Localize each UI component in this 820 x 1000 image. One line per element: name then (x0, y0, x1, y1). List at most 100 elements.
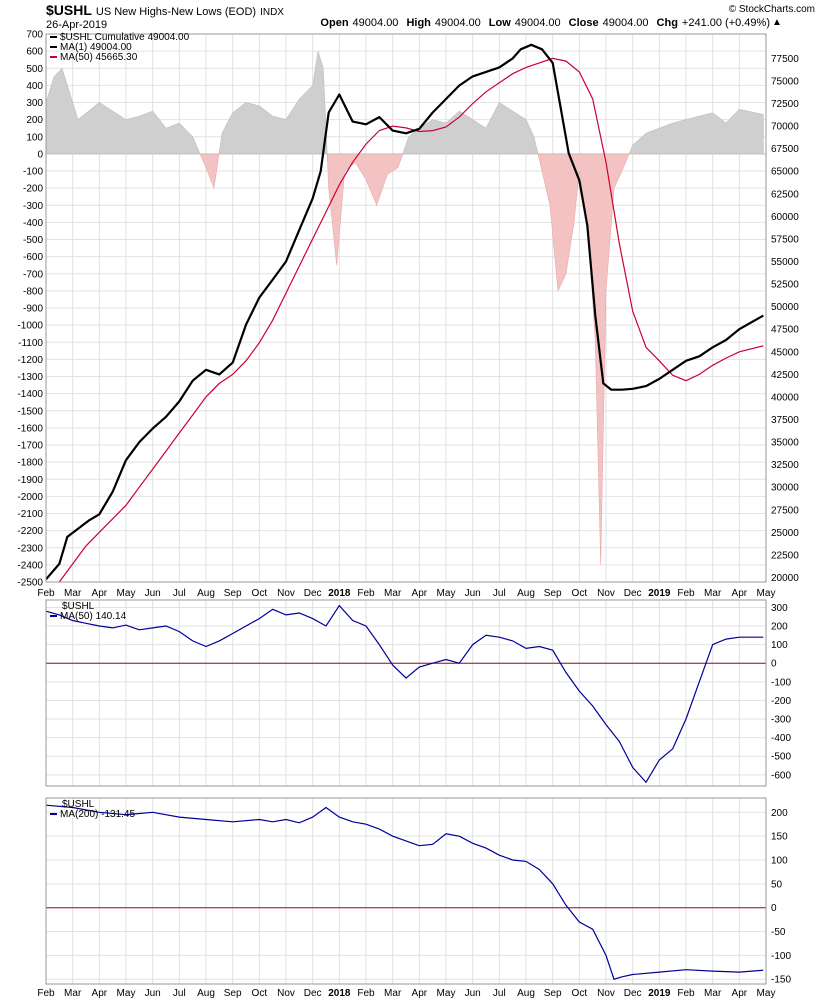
ma200-panel-lines (45, 804, 766, 980)
left-tick-label: -400 (23, 218, 43, 229)
x-tick-2019: 2019 (648, 588, 671, 599)
right-tick-label: -300 (771, 715, 791, 726)
ma200-panel-grid (45, 798, 767, 984)
legend-entry-2: MA(50) 45665.30 (60, 52, 138, 63)
right-tick-label: 200 (771, 622, 788, 633)
ma50-panel-axes: 300 200 100 0 -100 -200 -300 -400 -500 -600 (45, 599, 791, 787)
exchange-label: INDX (260, 7, 284, 18)
right-tick-label: -600 (771, 770, 791, 781)
x-tick-apr: Apr (732, 588, 748, 599)
x-tick-jul: Jul (493, 588, 506, 599)
right-tick-label: 27500 (771, 505, 799, 516)
x-tick-oct: Oct (252, 588, 268, 599)
x-tick-mar: Mar (64, 588, 82, 599)
right-tick-label: -500 (771, 752, 791, 763)
right-tick-label: 150 (771, 832, 788, 843)
right-tick-label: -100 (771, 677, 791, 688)
x-tick-apr: Apr (732, 988, 748, 999)
cumulative-line (45, 43, 764, 581)
right-tick-label: 100 (771, 640, 788, 651)
x-tick-dec: Dec (304, 988, 322, 999)
right-tick-label: 57500 (771, 234, 799, 245)
right-tick-label: 75000 (771, 76, 799, 87)
ma50-line (58, 57, 764, 583)
left-tick-label: 0 (37, 149, 43, 160)
legend-entry-0: $USHL Cumulative 49004.00 (60, 32, 190, 43)
x-tick-feb: Feb (677, 988, 695, 999)
x-tick-apr: Apr (412, 588, 428, 599)
right-tick-label: 50000 (771, 302, 799, 313)
left-tick-label: -300 (23, 201, 43, 212)
legend-entry-0: $USHL (62, 601, 95, 612)
left-tick-label: -1100 (18, 338, 43, 349)
panel-frame (45, 797, 767, 985)
x-tick-jul: Jul (493, 988, 506, 999)
left-tick-label: -600 (23, 252, 43, 263)
left-tick-label: -1800 (17, 458, 43, 469)
ma200-panel-axes: 200 150 100 50 0 -50 -100 -150 (45, 797, 791, 986)
quote-chg-label: Chg (657, 17, 678, 29)
right-tick-label: 52500 (771, 280, 799, 291)
right-tick-label: -100 (771, 951, 791, 962)
right-tick-label: 20000 (771, 573, 799, 584)
right-tick-label: 45000 (771, 347, 799, 358)
ma50-panel-grid (45, 600, 767, 786)
right-tick-label: 42500 (771, 370, 799, 381)
left-tick-label: -800 (23, 286, 43, 297)
x-tick-oct: Oct (572, 588, 588, 599)
right-tick-label: 55000 (771, 257, 799, 268)
right-tick-label: 62500 (771, 189, 799, 200)
x-tick-aug: Aug (197, 588, 215, 599)
x-tick-sep: Sep (224, 988, 242, 999)
right-tick-label: 77500 (771, 54, 799, 65)
x-tick-apr: Apr (412, 988, 428, 999)
legend-entry-0: $USHL (62, 799, 95, 810)
header-title: $USHL US New Highs-New Lows (EOD) INDX (46, 2, 284, 18)
quote-high-value: 49004.00 (435, 17, 481, 29)
left-tick-label: -1000 (17, 321, 43, 332)
quote-low-label: Low (489, 17, 511, 29)
left-tick-label: -1600 (17, 423, 43, 434)
legend-entry-1: MA(200) -131.45 (60, 809, 135, 820)
left-tick-label: -1900 (17, 475, 43, 486)
x-tick-mar: Mar (384, 988, 402, 999)
left-tick-label: -2100 (17, 509, 43, 520)
x-tick-sep: Sep (544, 588, 562, 599)
ma50-panel-lines (45, 604, 766, 784)
x-tick-feb: Feb (357, 988, 375, 999)
symbol-label: $USHL (46, 2, 92, 18)
left-tick-label: -900 (23, 304, 43, 315)
right-tick-label: 70000 (771, 122, 799, 133)
right-tick-label: 72500 (771, 99, 799, 110)
left-tick-label: 700 (26, 30, 43, 41)
x-tick-apr: Apr (92, 588, 108, 599)
legend-entry-1: MA(50) 140.14 (60, 611, 127, 622)
x-tick-mar: Mar (64, 988, 82, 999)
quote-chg-value: +241.00 (+0.49%) (682, 17, 770, 29)
x-tick-feb: Feb (677, 588, 695, 599)
stockcharts-watermark: © StockCharts.com (729, 4, 815, 15)
right-tick-label: -50 (771, 927, 786, 938)
right-tick-label: -150 (771, 975, 791, 986)
x-tick-aug: Aug (197, 988, 215, 999)
x-tick-may: May (117, 588, 136, 599)
quote-open-label: Open (320, 17, 348, 29)
right-tick-label: 32500 (771, 460, 799, 471)
main-panel-lines (45, 43, 764, 583)
x-tick-mar: Mar (704, 988, 722, 999)
right-tick-label: 100 (771, 856, 788, 867)
x-tick-2018: 2018 (328, 588, 351, 599)
left-tick-label: 300 (26, 98, 43, 109)
ma-200-line (45, 804, 764, 980)
x-tick-oct: Oct (572, 988, 588, 999)
right-tick-label: 40000 (771, 392, 799, 403)
right-tick-label: 22500 (771, 550, 799, 561)
right-tick-label: 65000 (771, 167, 799, 178)
x-tick-may: May (757, 988, 776, 999)
x-tick-dec: Dec (304, 588, 322, 599)
main-panel: 700 600 500 400 300 200 100 0 -100 -200 -300 -400 -5… (17, 30, 799, 589)
left-tick-label: -1700 (17, 441, 43, 452)
